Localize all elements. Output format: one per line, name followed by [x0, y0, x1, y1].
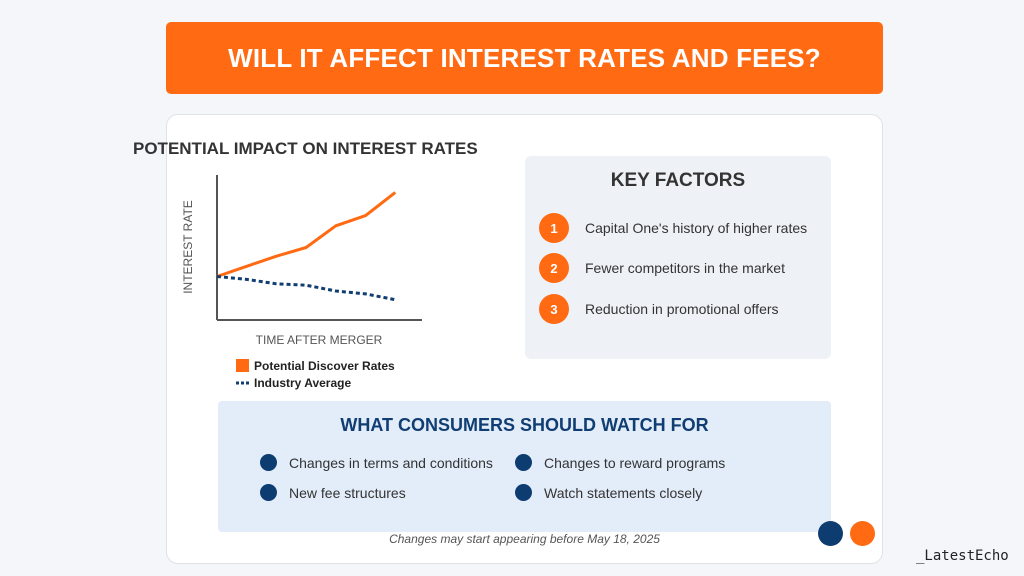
legend-swatch-orange [236, 359, 249, 372]
interest-rate-chart: INTEREST RATE TIME AFTER MERGER [181, 175, 422, 347]
watermark-logo: _LatestEcho [916, 548, 1009, 564]
watch-item: Changes in terms and conditions [260, 454, 493, 471]
series-line-industry [216, 275, 396, 302]
watch-item: New fee structures [260, 484, 406, 501]
factor-item: 1 Capital One's history of higher rates [539, 213, 807, 243]
watch-text: Changes to reward programs [544, 454, 726, 471]
watch-item: Watch statements closely [515, 484, 702, 501]
header-banner: WILL IT AFFECT INTEREST RATES AND FEES? [166, 22, 883, 94]
bullet-dot [260, 484, 277, 501]
factor-text: Capital One's history of higher rates [585, 220, 808, 236]
bullet-dot [515, 454, 532, 471]
watch-text: Changes in terms and conditions [289, 454, 493, 471]
legend-item-industry: Industry Average [236, 374, 395, 391]
watch-text: Watch statements closely [544, 484, 703, 501]
factor-text: Fewer competitors in the market [585, 260, 785, 276]
factor-number: 1 [539, 213, 569, 243]
factor-item: 3 Reduction in promotional offers [539, 294, 779, 324]
y-axis-label: INTEREST RATE [181, 200, 195, 294]
legend-swatch-dotted [236, 376, 249, 389]
factor-text: Reduction in promotional offers [585, 301, 779, 317]
chart-legend: Potential Discover Rates Industry Averag… [236, 357, 395, 391]
x-axis-label: TIME AFTER MERGER [256, 333, 383, 347]
series-layer [216, 191, 397, 302]
legend-label: Potential Discover Rates [254, 358, 395, 373]
factor-number: 3 [539, 294, 569, 324]
series-line-discover [216, 191, 397, 278]
key-factors-title: KEY FACTORS [610, 170, 746, 191]
bullet-dot [515, 484, 532, 501]
chart-title: POTENTIAL IMPACT ON INTEREST RATES [133, 139, 478, 158]
legend-item-discover: Potential Discover Rates [236, 357, 395, 374]
legend-label: Industry Average [254, 375, 352, 390]
decorative-orange-circle [850, 521, 875, 546]
key-factors-panel: KEY FACTORS 1 Capital One's history of h… [525, 156, 831, 359]
factor-number: 2 [539, 253, 569, 283]
watch-item: Changes to reward programs [515, 454, 725, 471]
watch-for-title: WHAT CONSUMERS SHOULD WATCH FOR [340, 415, 709, 435]
bullet-dot [260, 454, 277, 471]
decorative-navy-circle [818, 521, 843, 546]
footnote: Changes may start appearing before May 1… [389, 532, 660, 546]
watch-for-panel: WHAT CONSUMERS SHOULD WATCH FOR Changes … [218, 401, 831, 532]
page-title: WILL IT AFFECT INTEREST RATES AND FEES? [228, 42, 821, 73]
watch-text: New fee structures [289, 484, 406, 501]
factor-item: 2 Fewer competitors in the market [539, 253, 785, 283]
